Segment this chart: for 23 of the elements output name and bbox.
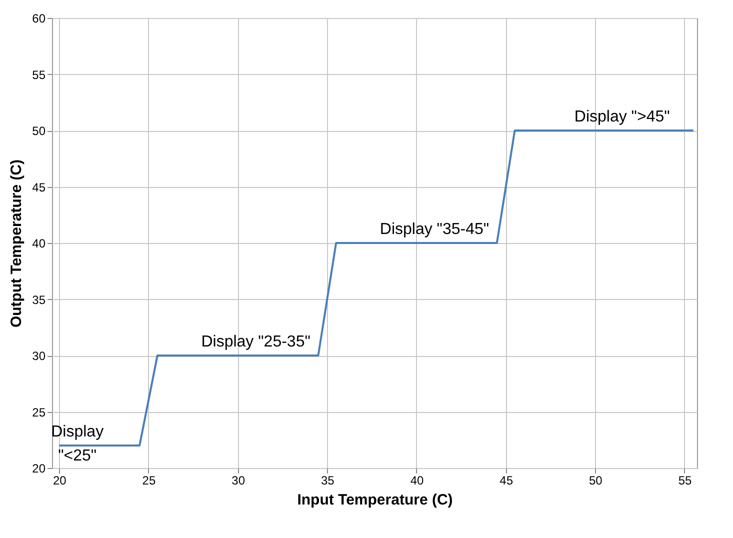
x-tick-label: 45 [500, 474, 514, 488]
y-tick-label: 50 [32, 124, 46, 138]
y-tick-label: 60 [32, 12, 46, 26]
annotation: Display ">45" [574, 108, 670, 126]
annotation: Display "25-35" [201, 334, 310, 350]
y-tick-label: 30 [32, 349, 46, 363]
y-tick-label: 20 [32, 462, 46, 476]
x-tick-label: 30 [232, 474, 246, 488]
y-tick-label: 40 [32, 236, 46, 250]
x-tick-label: 20 [52, 474, 67, 488]
x-tick-label: 40 [410, 474, 424, 488]
y-tick-label: 45 [32, 180, 46, 194]
annotation: Display "35-45" [380, 221, 490, 238]
x-axis-title: Input Temperature (C) [297, 492, 453, 508]
x-tick-label: 55 [678, 474, 692, 488]
x-tick-label: 50 [588, 474, 603, 488]
annotation: Display "<25" [51, 424, 104, 464]
y-tick-label: 35 [32, 292, 46, 307]
x-tick-label: 25 [142, 474, 156, 488]
y-axis-title: Output Temperature (C) [8, 159, 26, 328]
x-tick-label: 35 [320, 474, 335, 488]
y-tick-label: 55 [32, 68, 46, 82]
y-tick-label: 25 [32, 405, 46, 420]
